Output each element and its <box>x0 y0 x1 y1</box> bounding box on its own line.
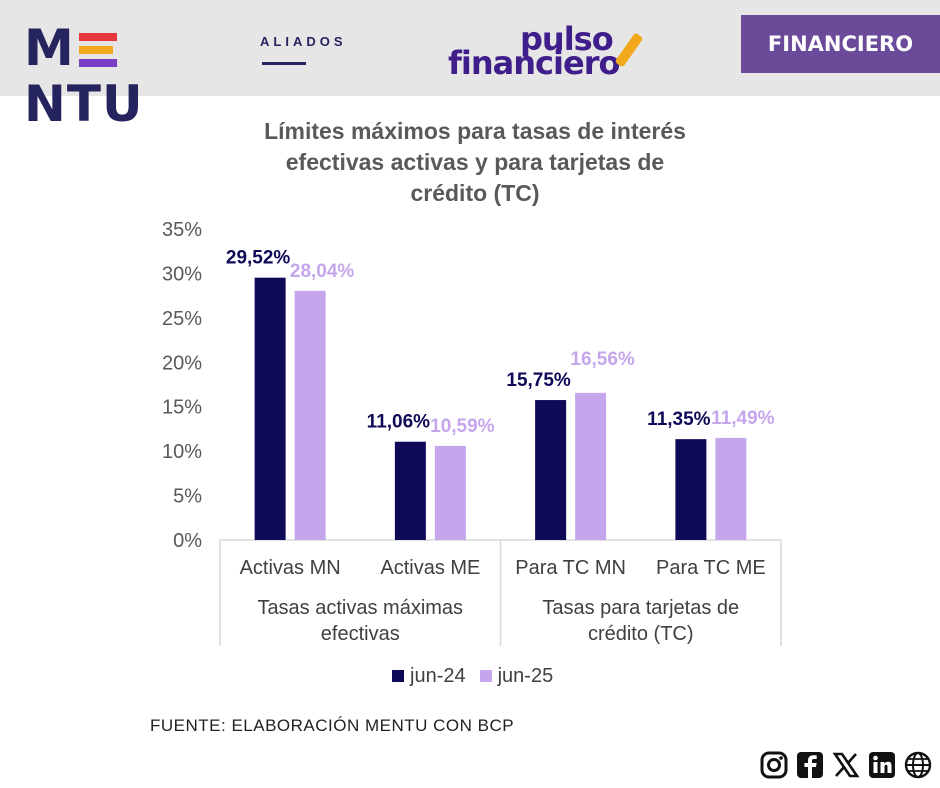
x-category-label: Activas MN <box>240 557 341 579</box>
legend-swatch <box>392 670 404 682</box>
pulso-financiero-logo[interactable]: pulso financiero <box>448 20 658 82</box>
mentu-e-bars <box>78 33 119 67</box>
x-group-label: Tasas para tarjetas de <box>542 597 739 619</box>
y-tick-label: 5% <box>173 486 202 508</box>
chart-title-line: crédito (TC) <box>410 180 540 206</box>
bar-jun-24 <box>675 439 707 540</box>
y-tick-label: 10% <box>162 441 202 463</box>
chart-legend: jun-24 jun-25 <box>392 664 567 688</box>
y-tick-label: 15% <box>162 397 202 419</box>
x-group-label: crédito (TC) <box>588 623 694 645</box>
legend-item: jun-24 <box>392 665 466 688</box>
x-category-label: Para TC ME <box>656 557 766 579</box>
y-tick-label: 25% <box>162 308 202 330</box>
logo-line2: financiero <box>448 44 620 82</box>
chart-title: Límites máximos para tasas de interés ef… <box>170 116 780 209</box>
header-band: ME NTU ALIADOS pulso financiero FINANCIE… <box>0 0 940 132</box>
x-group-label: Tasas activas máximas <box>257 597 463 619</box>
mentu-dash <box>262 62 306 65</box>
social-links <box>759 750 933 780</box>
legend-swatch <box>479 670 492 682</box>
bar-jun-25 <box>575 392 607 540</box>
linkedin-icon[interactable] <box>867 750 897 780</box>
data-label: 11,49% <box>711 408 774 429</box>
x-category-label: Para TC MN <box>515 557 626 579</box>
legend-item: jun-25 <box>479 664 554 688</box>
y-tick-label: 0% <box>173 530 202 552</box>
data-label: 29,52% <box>226 248 291 269</box>
logo-line1: pulso <box>520 20 614 58</box>
globe-icon[interactable] <box>903 750 933 780</box>
instagram-icon[interactable] <box>759 750 789 780</box>
source-note: FUENTE: ELABORACIÓN MENTU CON BCP <box>150 716 515 735</box>
y-tick-label: 30% <box>162 263 202 285</box>
category-badge[interactable]: FINANCIERO <box>741 15 940 73</box>
bar-jun-25 <box>294 290 326 540</box>
legend-label: jun-25 <box>497 664 554 687</box>
data-label: 15,75% <box>506 370 571 391</box>
facebook-icon[interactable] <box>795 750 825 780</box>
bar-jun-24 <box>535 400 567 540</box>
x-category-label: Activas ME <box>380 557 480 579</box>
bar-jun-24 <box>394 441 426 540</box>
bar-jun-25 <box>715 437 747 540</box>
y-tick-label: 35% <box>162 219 202 241</box>
data-label: 11,35% <box>647 409 710 430</box>
data-label: 28,04% <box>290 261 355 282</box>
mentu-wordmark: ME NTU <box>24 19 144 133</box>
legend-label: jun-24 <box>410 664 466 687</box>
data-label: 16,56% <box>570 349 635 370</box>
chart-title-line: efectivas activas y para tarjetas de <box>285 149 665 175</box>
x-group-label: efectivas <box>321 623 400 645</box>
data-label: 11,06% <box>367 412 430 433</box>
data-label: 10,59% <box>430 416 495 437</box>
x-icon[interactable] <box>831 750 861 780</box>
bar-jun-25 <box>434 445 466 540</box>
chart-title-line: Límites máximos para tasas de interés <box>264 118 686 144</box>
y-tick-label: 20% <box>162 352 202 374</box>
bar-jun-24 <box>254 277 286 540</box>
mentu-aliados-label: ALIADOS <box>260 34 347 49</box>
